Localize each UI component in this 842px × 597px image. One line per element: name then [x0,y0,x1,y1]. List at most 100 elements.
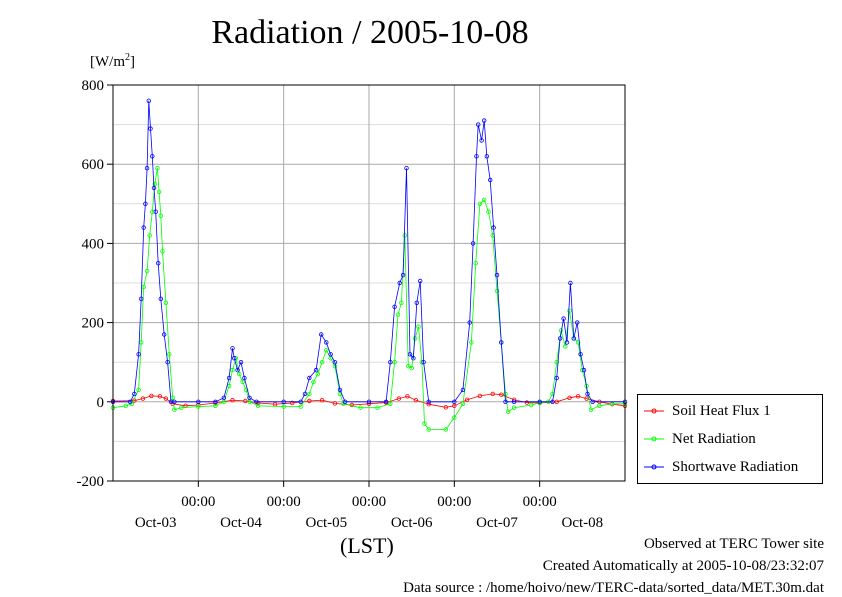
data-point [554,360,559,365]
data-point [494,288,500,294]
data-point [528,402,534,408]
data-point [418,278,423,284]
data-point [477,201,483,206]
data-point [226,375,232,381]
data-point [148,126,153,131]
data-point [395,312,401,317]
y-tick-label: 0 [97,395,105,411]
x-tick-date-label: Oct-04 [220,515,262,531]
y-tick-label: 200 [82,316,105,332]
data-point [426,399,431,404]
data-point [554,375,559,381]
data-point [144,268,150,274]
data-point [196,399,201,404]
data-point [426,427,431,432]
data-point [484,154,489,159]
x-tick-date-label: Oct-06 [391,515,433,531]
data-point [575,340,581,345]
data-point [231,356,237,361]
data-point [477,393,483,399]
data-point [503,399,508,404]
data-point [151,185,157,191]
data-point [422,421,427,426]
data-point [567,308,572,313]
data-point [136,387,141,393]
data-point [564,340,570,345]
data-point [342,399,348,404]
data-point [473,261,478,266]
data-point [149,393,154,399]
data-point [537,399,542,404]
data-point [524,400,530,405]
data-point [332,401,338,406]
data-point [337,387,343,393]
data-point [443,405,448,410]
legend-marker-red [644,408,664,414]
data-point [230,367,235,373]
data-point [237,371,242,377]
data-point [505,409,511,414]
data-point [392,304,397,309]
data-point [409,365,414,371]
data-point [230,346,235,351]
data-point [144,165,150,171]
data-point [196,404,201,409]
data-point [511,399,517,404]
data-point [411,356,416,361]
data-point [319,398,325,403]
data-point [388,401,393,406]
data-point [575,320,580,325]
data-point [127,399,133,404]
data-point [571,336,576,341]
data-point [581,367,587,373]
x-tick-time-label: 00:00 [181,494,215,510]
series-line-2 [113,100,625,403]
data-point [426,402,431,407]
data-point [319,332,324,337]
x-tick-date-label: Oct-05 [306,515,348,531]
data-point [499,392,504,397]
legend-marker-green [644,436,664,442]
x-tick-time-label: 00:00 [437,494,471,510]
data-point [179,405,184,410]
data-point [290,400,295,406]
data-point [452,403,457,408]
data-point [467,320,472,325]
legend-marker-blue [644,464,664,470]
data-point [172,407,177,412]
data-point [406,364,411,369]
data-point [474,154,479,159]
data-point [482,118,487,123]
data-point [460,401,466,406]
data-point [470,241,476,246]
data-point [158,296,163,301]
data-point [494,272,500,278]
data-point [238,360,244,365]
data-point [399,300,404,305]
data-point [332,360,338,365]
data-point [421,360,426,365]
data-point [298,404,303,409]
data-point [221,399,227,404]
data-point [123,403,128,408]
data-point [397,280,402,286]
y-axis-label-end: ] [130,54,135,70]
data-point [254,399,259,404]
data-point [313,367,319,373]
data-point [213,403,218,408]
data-point [155,261,161,266]
data-point [243,398,248,404]
data-point [584,396,589,401]
chart-title: Radiation / 2005-10-08 [211,14,529,51]
data-point [590,399,595,404]
y-tick-label: 400 [82,236,105,252]
data-point [414,300,419,305]
data-point [163,300,169,305]
y-tick-label: -200 [77,474,105,490]
x-tick-date-label: Oct-03 [135,515,177,531]
legend-label: Net Radiation [672,430,756,447]
footer-observed: Observed at TERC Tower site [643,536,824,552]
data-point [140,396,146,401]
data-point [563,344,568,349]
